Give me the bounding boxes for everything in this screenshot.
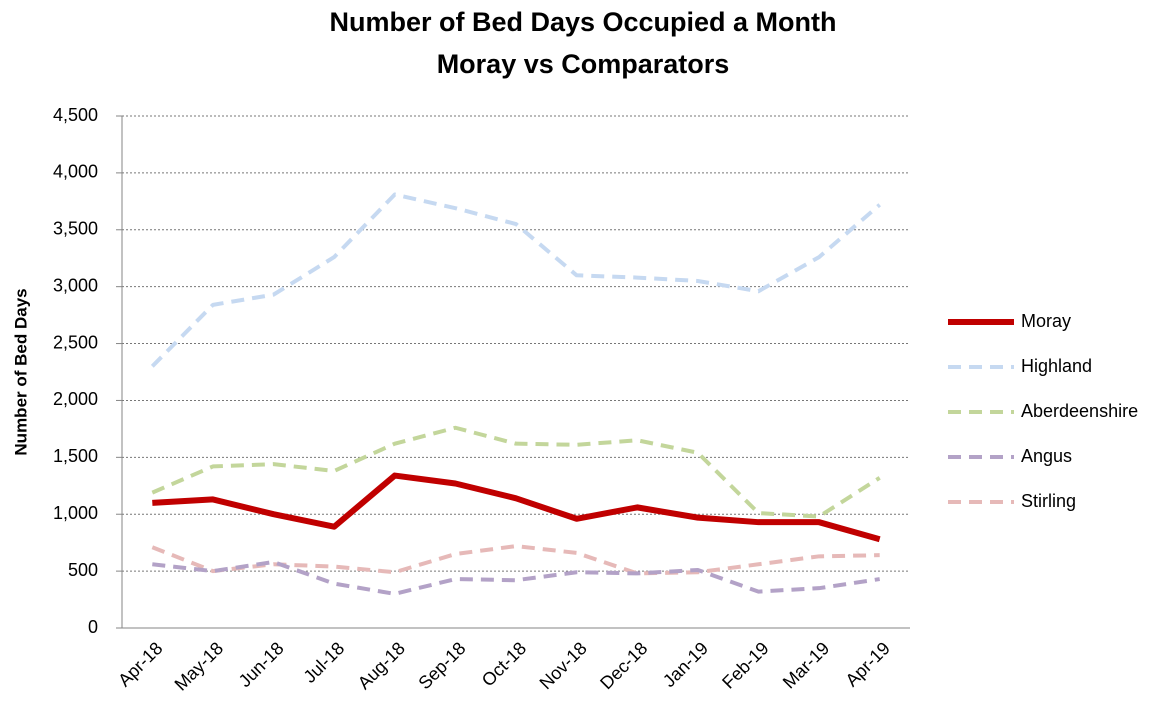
x-tick-label: Apr-18 <box>114 638 166 690</box>
y-tick-label: 500 <box>68 560 98 580</box>
x-tick-label: Oct-18 <box>478 638 530 690</box>
series-line <box>152 472 881 543</box>
y-tick-label: 1,500 <box>53 446 98 466</box>
y-tick-label: 1,000 <box>53 503 98 523</box>
x-tick-label: Dec-18 <box>596 638 651 693</box>
y-tick-label: 0 <box>88 617 98 637</box>
x-tick-label: Jan-19 <box>659 638 712 691</box>
legend-label: Moray <box>1021 311 1071 331</box>
legend-label: Stirling <box>1021 491 1076 511</box>
x-tick-label: Feb-19 <box>718 638 772 692</box>
y-tick-label: 2,500 <box>53 332 98 352</box>
x-tick-label: Aug-18 <box>354 638 409 693</box>
y-tick-label: 3,500 <box>53 219 98 239</box>
x-tick-label: Nov-18 <box>536 638 591 693</box>
y-tick-label: 4,500 <box>53 105 98 125</box>
y-tick-label: 3,000 <box>53 275 98 295</box>
x-tick-label: Mar-19 <box>779 638 833 692</box>
series-line <box>152 560 880 596</box>
series-line <box>151 544 880 576</box>
series-line <box>150 192 881 368</box>
chart-title: Number of Bed Days Occupied a Month <box>329 7 836 37</box>
y-tick-label: 2,000 <box>53 389 98 409</box>
x-tick-label: Sep-18 <box>414 638 469 693</box>
x-tick-label: May-18 <box>171 638 228 695</box>
y-axis-title: Number of Bed Days <box>11 288 30 455</box>
series-line <box>151 425 881 519</box>
x-tick-label: Jul-18 <box>300 638 349 687</box>
chart-subtitle: Moray vs Comparators <box>437 49 730 79</box>
y-tick-label: 4,000 <box>53 162 98 182</box>
legend-label: Angus <box>1021 446 1072 466</box>
legend-label: Aberdeenshire <box>1021 401 1138 421</box>
x-tick-label: Jun-18 <box>235 638 288 691</box>
legend-label: Highland <box>1021 356 1092 376</box>
x-tick-label: Apr-19 <box>842 638 894 690</box>
